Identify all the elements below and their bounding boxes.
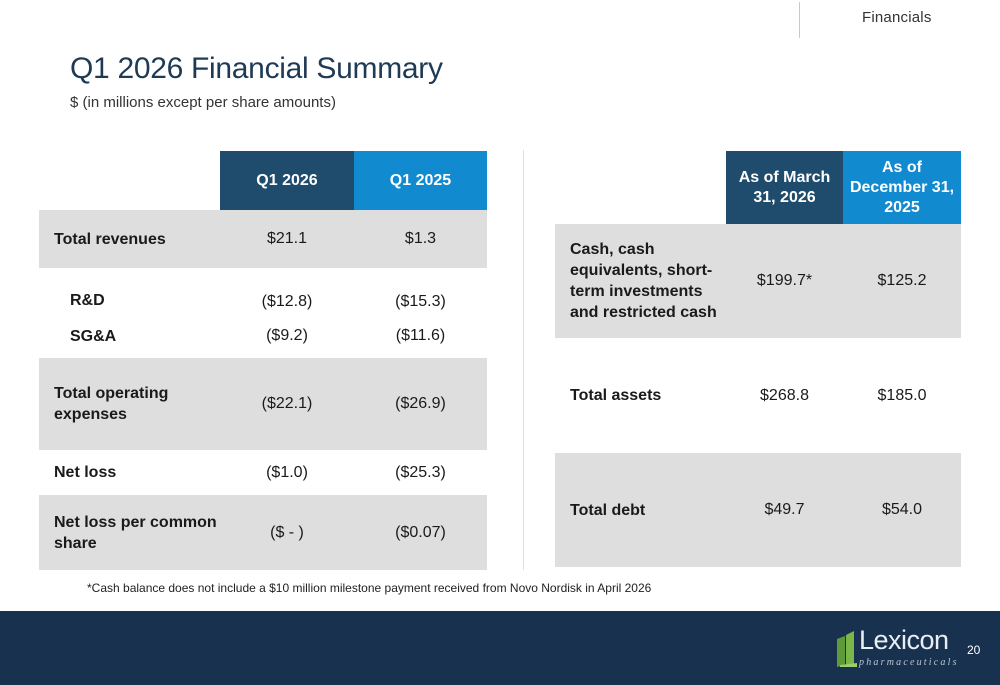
row-label: Total debt xyxy=(555,453,726,567)
row-label: Total assets xyxy=(555,338,726,453)
cell-value: ($11.6) xyxy=(354,314,487,358)
cell-value: $268.8 xyxy=(726,338,843,453)
column-header-q1-2026: Q1 2026 xyxy=(220,151,354,210)
cell-value: ($26.9) xyxy=(354,358,487,450)
column-header-march-2026: As of March 31, 2026 xyxy=(726,151,843,224)
header-empty-cell xyxy=(39,151,220,210)
table-row: Cash, cash equivalents, short-term inves… xyxy=(555,224,961,338)
table-header-row: As of March 31, 2026 As of December 31, … xyxy=(555,151,961,224)
table-header-row: Q1 2026 Q1 2025 xyxy=(39,151,487,210)
cell-value: ($22.1) xyxy=(220,358,354,450)
cell-value: $125.2 xyxy=(843,224,961,338)
row-label: SG&A xyxy=(39,314,220,358)
header-divider xyxy=(799,2,800,38)
cell-value: $185.0 xyxy=(843,338,961,453)
table-row: Total operating expenses ($22.1) ($26.9) xyxy=(39,358,487,450)
row-label: Total operating expenses xyxy=(39,358,220,450)
cell-value: ($ - ) xyxy=(220,495,354,570)
footer-bar xyxy=(0,611,1000,685)
logo-wordmark: Lexicon xyxy=(859,625,949,655)
table-row: Total revenues $21.1 $1.3 xyxy=(39,210,487,268)
table-row: Net loss ($1.0) ($25.3) xyxy=(39,450,487,495)
row-label: Net loss per common share xyxy=(39,495,220,570)
row-label: Net loss xyxy=(39,450,220,495)
row-label: Cash, cash equivalents, short-term inves… xyxy=(555,224,726,338)
table-row: R&D ($12.8) ($15.3) xyxy=(39,268,487,314)
cell-value: $199.7* xyxy=(726,224,843,338)
table-row: Net loss per common share ($ - ) ($0.07) xyxy=(39,495,487,570)
balance-summary-table: As of March 31, 2026 As of December 31, … xyxy=(555,151,961,567)
page-number: 20 xyxy=(967,643,981,657)
cell-value: ($15.3) xyxy=(354,268,487,314)
section-label: Financials xyxy=(862,9,932,26)
table-row: SG&A ($9.2) ($11.6) xyxy=(39,314,487,358)
page-subtitle: $ (in millions except per share amounts) xyxy=(70,94,336,111)
logo-subtext: pharmaceuticals xyxy=(859,657,959,668)
table-divider xyxy=(523,150,524,570)
cell-value: $1.3 xyxy=(354,210,487,268)
cell-value: ($0.07) xyxy=(354,495,487,570)
row-label: R&D xyxy=(39,268,220,314)
table-row: Total debt $49.7 $54.0 xyxy=(555,453,961,567)
cell-value: $21.1 xyxy=(220,210,354,268)
cell-value: ($1.0) xyxy=(220,450,354,495)
lexicon-logo-icon xyxy=(837,631,857,667)
cell-value: ($9.2) xyxy=(220,314,354,358)
cell-value: $49.7 xyxy=(726,453,843,567)
cell-value: $54.0 xyxy=(843,453,961,567)
income-summary-table: Q1 2026 Q1 2025 Total revenues $21.1 $1.… xyxy=(39,151,487,570)
column-header-q1-2025: Q1 2025 xyxy=(354,151,487,210)
table-row: Total assets $268.8 $185.0 xyxy=(555,338,961,453)
cell-value: ($25.3) xyxy=(354,450,487,495)
column-header-december-2025: As of December 31, 2025 xyxy=(843,151,961,224)
cell-value: ($12.8) xyxy=(220,268,354,314)
page-title: Q1 2026 Financial Summary xyxy=(70,52,443,85)
header-empty-cell xyxy=(555,151,726,224)
row-label: Total revenues xyxy=(39,210,220,268)
footnote: *Cash balance does not include a $10 mil… xyxy=(87,581,652,595)
